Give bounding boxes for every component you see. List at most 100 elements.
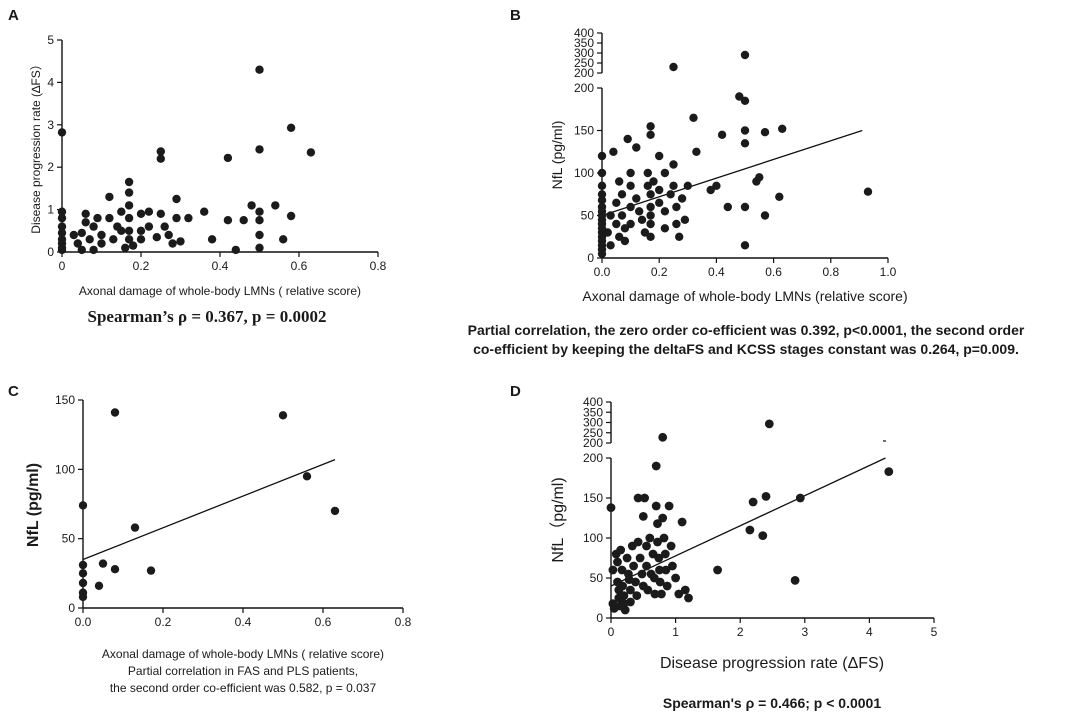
regression-line-d (610, 457, 886, 587)
data-point-b (672, 202, 681, 212)
data-point-b (660, 168, 670, 178)
stat-a: Spearman’s ρ = 0.367, p = 0.0002 (88, 307, 327, 326)
data-point-b (637, 215, 647, 224)
data-point-a (97, 230, 106, 240)
y-tick-label-a: 5 (47, 33, 54, 47)
data-point-b (597, 168, 607, 178)
data-point-a (306, 148, 316, 157)
data-point-d (748, 497, 758, 507)
panel-letter-b: B (510, 7, 521, 24)
data-point-b (646, 122, 655, 131)
data-point-a (124, 201, 134, 210)
data-point-b (760, 128, 770, 137)
data-point-a (144, 207, 154, 216)
stat-c-line-1: Partial correlation in FAS and PLS patie… (128, 664, 358, 678)
data-point-b (646, 130, 655, 139)
data-point-d (664, 501, 674, 511)
data-point-b (660, 207, 670, 216)
data-point-b (606, 211, 615, 220)
data-point-b (597, 181, 607, 190)
data-point-b (740, 202, 750, 212)
y-tick-label-lower-b: 200 (574, 81, 594, 95)
data-point-d (662, 581, 672, 591)
data-point-d (616, 545, 626, 555)
data-point-b (617, 190, 627, 199)
data-point-a (89, 222, 98, 231)
x-axis-label-d: Disease progression rate (ΔFS) (660, 655, 884, 672)
data-point-d (677, 517, 687, 527)
data-point-b (623, 134, 632, 144)
data-point-b (740, 139, 750, 148)
x-tick-label-b: 0.6 (765, 265, 782, 279)
data-point-a (117, 207, 126, 216)
data-point-b (646, 219, 655, 229)
data-point-a (57, 128, 67, 137)
data-point-a (279, 235, 288, 244)
data-point-d (631, 577, 640, 587)
data-point-b (649, 177, 658, 186)
data-point-a (85, 235, 94, 244)
data-point-a (57, 228, 67, 238)
y-tick-label-upper-d: 300 (583, 416, 603, 430)
data-point-b (778, 124, 787, 133)
data-point-d (758, 531, 768, 540)
y-tick-label-a: 2 (47, 160, 54, 174)
data-point-b (626, 219, 635, 229)
data-point-b (672, 219, 681, 229)
data-point-d (761, 492, 771, 501)
data-point-d (713, 565, 722, 575)
data-point-b (740, 50, 750, 60)
y-tick-label-a: 1 (47, 203, 54, 217)
x-tick-label-c: 0.4 (235, 615, 252, 629)
x-axis-label-a: Axonal damage of whole-body LMNs ( relat… (79, 284, 361, 298)
data-point-a (223, 153, 233, 163)
data-point-a (89, 245, 98, 255)
data-point-a (57, 207, 67, 216)
data-point-d (618, 581, 627, 591)
data-point-c (330, 506, 340, 516)
data-point-d (643, 585, 653, 595)
data-point-b (640, 228, 650, 237)
data-point-c (130, 523, 140, 532)
data-point-b (723, 202, 732, 212)
data-point-b (646, 190, 655, 199)
data-point-d (884, 467, 894, 476)
data-point-c (78, 560, 88, 570)
data-point-a (271, 201, 280, 210)
y-tick-label-upper-d: 250 (583, 426, 603, 440)
data-point-d (795, 493, 805, 503)
data-point-d (657, 589, 666, 599)
x-tick-label-a: 0.4 (212, 259, 229, 273)
data-point-a (105, 192, 114, 202)
y-tick-label-lower-b: 150 (574, 124, 594, 138)
y-axis-label-b: NfL (pg/ml) (549, 121, 565, 190)
panel-letter-d: D (510, 383, 521, 400)
x-tick-label-a: 0.2 (133, 259, 150, 273)
data-point-d (650, 589, 660, 599)
data-point-a (144, 222, 154, 231)
data-point-b (603, 228, 612, 237)
data-point-a (172, 213, 181, 223)
stat-c-line-2: the second order co-efficient was 0.582,… (110, 681, 377, 695)
data-point-a (124, 177, 134, 187)
data-point-d (654, 553, 664, 563)
stat-b-line-1: Partial correlation, the zero order co-e… (468, 322, 1025, 338)
data-point-d (651, 461, 661, 471)
y-tick-label-lower-d: 50 (590, 571, 604, 585)
data-point-a (255, 216, 264, 225)
data-point-d (626, 597, 635, 607)
data-point-a (136, 209, 146, 218)
x-axis-label-c: Axonal damage of whole-body LMNs ( relat… (102, 647, 384, 661)
data-point-d (642, 561, 651, 571)
data-point-d (626, 585, 635, 595)
regression-line-c (82, 459, 336, 561)
data-point-a (97, 239, 106, 248)
data-point-b (680, 215, 690, 224)
data-point-d (666, 541, 676, 551)
data-point-a (57, 222, 67, 231)
data-point-a (81, 218, 90, 227)
x-tick-label-a: 0.6 (291, 259, 308, 273)
data-point-a (77, 228, 87, 238)
y-tick-label-lower-d: 0 (596, 611, 603, 625)
data-point-b (597, 190, 607, 199)
